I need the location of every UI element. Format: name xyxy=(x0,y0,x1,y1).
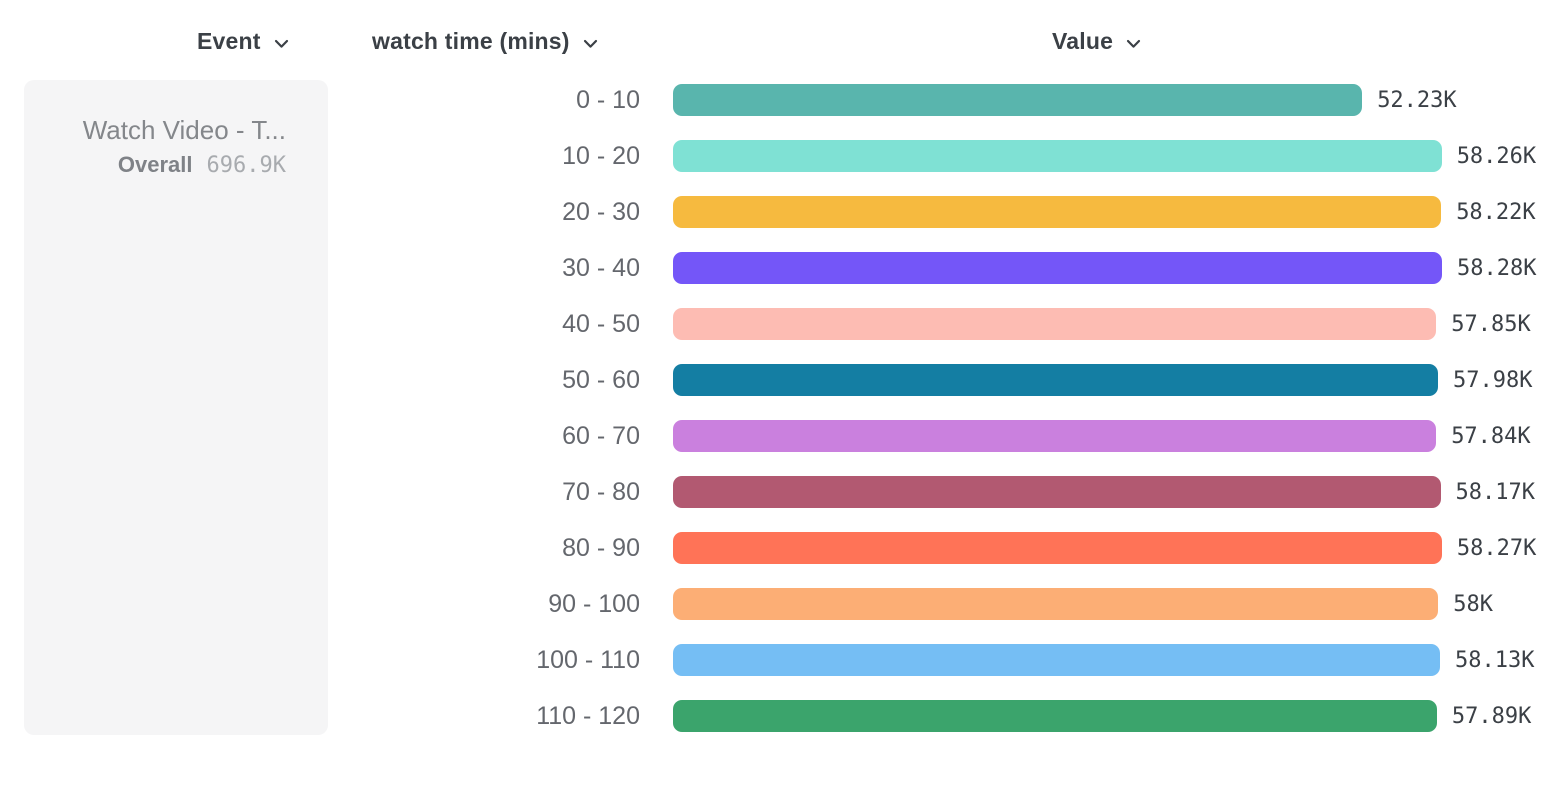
overall-line: Overall 696.9K xyxy=(44,152,286,178)
bar-row: 20 - 30 58.22K xyxy=(0,184,1568,240)
bar-row: 90 - 100 58K xyxy=(0,576,1568,632)
bar[interactable] xyxy=(673,364,1438,396)
chevron-down-icon xyxy=(583,39,597,48)
bar-value: 52.23K xyxy=(1377,87,1457,113)
event-title: Watch Video - T... xyxy=(82,115,286,145)
bucket-label: 100 - 110 xyxy=(536,645,640,674)
chevron-down-icon xyxy=(274,39,288,48)
column-header-breakdown[interactable]: watch time (mins) xyxy=(372,28,598,55)
column-header-event-label: Event xyxy=(197,28,261,54)
bar[interactable] xyxy=(673,532,1442,564)
bar-rows: 0 - 10 52.23K 10 - 20 58.26K 20 - 30 58.22K 30… xyxy=(0,72,1568,744)
bar-row: 10 - 20 58.26K xyxy=(0,128,1568,184)
column-header-breakdown-label: watch time (mins) xyxy=(372,28,570,54)
bar-value: 58K xyxy=(1453,591,1494,617)
bar-value: 58.22K xyxy=(1456,199,1536,225)
bucket-label: 90 - 100 xyxy=(548,589,640,618)
bar[interactable] xyxy=(673,420,1437,452)
bar-row: 80 - 90 58.27K xyxy=(0,520,1568,576)
bar-value: 57.85K xyxy=(1451,311,1531,337)
bar[interactable] xyxy=(673,140,1442,172)
bar-row: 30 - 40 58.28K xyxy=(0,240,1568,296)
bar-row: 110 - 120 57.89K xyxy=(0,688,1568,744)
bar-value: 58.28K xyxy=(1457,255,1537,281)
bar-row: 40 - 50 57.85K xyxy=(0,296,1568,352)
bar[interactable] xyxy=(673,308,1437,340)
bar-row: 50 - 60 57.98K xyxy=(0,352,1568,408)
bar-value: 58.27K xyxy=(1456,535,1537,561)
bucket-label: 20 - 30 xyxy=(562,197,640,226)
bucket-label: 110 - 120 xyxy=(536,701,640,730)
bucket-label: 70 - 80 xyxy=(562,477,640,506)
bar[interactable] xyxy=(673,644,1440,676)
bar-value: 57.89K xyxy=(1451,703,1532,729)
bar[interactable] xyxy=(673,196,1442,228)
bucket-label: 40 - 50 xyxy=(562,309,640,338)
bar-value: 58.13K xyxy=(1455,647,1535,673)
bar-value: 58.17K xyxy=(1455,479,1535,505)
overall-label: Overall xyxy=(117,151,193,177)
bucket-label: 10 - 20 xyxy=(562,141,640,170)
bar-row: 70 - 80 58.17K xyxy=(0,464,1568,520)
event-panel[interactable]: Watch Video - T... Overall 696.9K xyxy=(24,80,328,735)
bucket-label: 60 - 70 xyxy=(562,421,640,450)
bar[interactable] xyxy=(673,84,1363,116)
bar[interactable] xyxy=(673,700,1437,732)
overall-value: 696.9K xyxy=(206,152,286,178)
column-header-value[interactable]: Value xyxy=(1052,28,1141,55)
bar-row: 60 - 70 57.84K xyxy=(0,408,1568,464)
bucket-label: 50 - 60 xyxy=(562,365,640,394)
chevron-down-icon xyxy=(1127,39,1141,48)
column-header-event[interactable]: Event xyxy=(197,28,289,55)
column-header-value-label: Value xyxy=(1052,28,1114,54)
bar-value: 57.84K xyxy=(1451,423,1531,449)
bar[interactable] xyxy=(673,588,1439,620)
bar-value: 58.26K xyxy=(1456,143,1537,169)
bucket-label: 30 - 40 xyxy=(562,253,640,282)
bar[interactable] xyxy=(673,252,1442,284)
bar[interactable] xyxy=(673,476,1441,508)
bucket-label: 80 - 90 xyxy=(562,533,640,562)
bar-row: 100 - 110 58.13K xyxy=(0,632,1568,688)
bar-value: 57.98K xyxy=(1453,367,1533,393)
bar-row: 0 - 10 52.23K xyxy=(0,72,1568,128)
bucket-label: 0 - 10 xyxy=(576,85,640,114)
